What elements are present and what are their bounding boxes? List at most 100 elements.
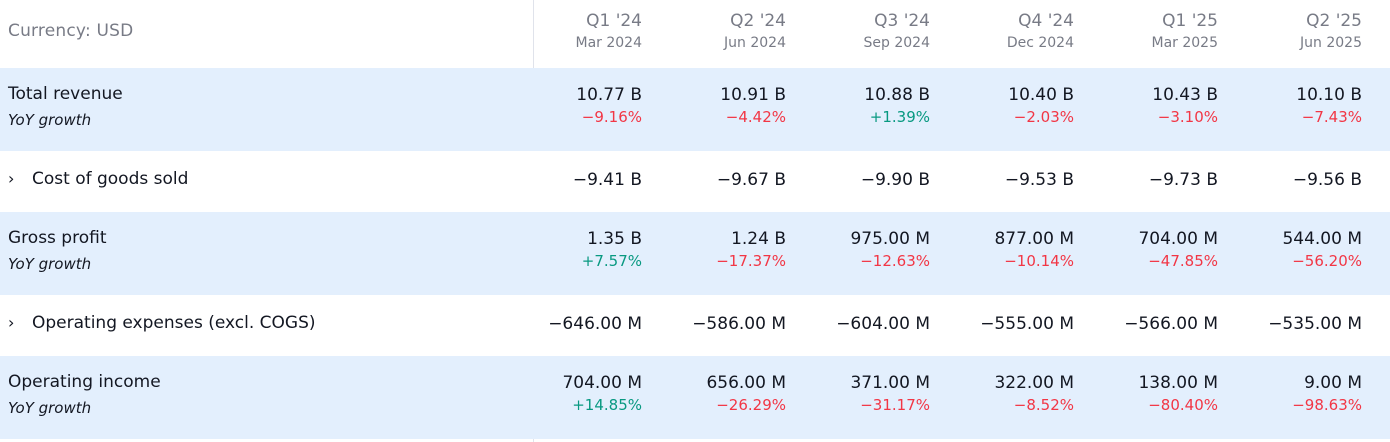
table-row[interactable]: › Operating expenses (excl. COGS) −646.00 … (0, 295, 1390, 356)
table-header: Currency: USD Q1 '24 Mar 2024 Q2 '24 Jun 20… (0, 0, 1390, 68)
yoy-growth-value: −7.43% (1301, 108, 1362, 126)
value-cell-text: 544.00 M −56.20% (1282, 228, 1362, 272)
value-cell-text: 704.00 M +14.85% (562, 372, 642, 416)
row-label: Total revenue (8, 84, 123, 104)
value-cell: 322.00 M −8.52% (947, 356, 1091, 439)
yoy-growth-value: +1.39% (869, 108, 930, 126)
value-cell: −9.90 B (803, 151, 947, 212)
metric-value: 10.91 B (720, 85, 786, 105)
metric-value: −586.00 M (692, 314, 786, 334)
row-label-cell: Operating income YoY growth (0, 356, 533, 439)
value-cell: 1.24 B −17.37% (659, 212, 803, 295)
value-cell-text: 10.43 B −3.10% (1152, 84, 1218, 128)
header-column: Q1 '25 Mar 2025 (1091, 0, 1235, 68)
value-cell: −586.00 M (659, 295, 803, 356)
value-cell-text: 322.00 M −8.52% (994, 372, 1074, 416)
value-cell-text: −535.00 M (1268, 313, 1362, 335)
row-label-cell: Total revenue YoY growth (0, 68, 533, 151)
value-cell: 10.77 B −9.16% (515, 68, 659, 151)
metric-value: 656.00 M (706, 373, 786, 393)
value-cell: 10.10 B −7.43% (1235, 68, 1379, 151)
yoy-growth-value: +14.85% (572, 396, 642, 414)
value-cell-text: −604.00 M (836, 313, 930, 335)
header-column-text: Q1 '25 Mar 2025 (1152, 10, 1219, 54)
expandable-row-label[interactable]: › Operating expenses (excl. COGS) (8, 313, 316, 333)
value-cell-text: 10.40 B −2.03% (1008, 84, 1074, 128)
yoy-growth-value: −47.85% (1148, 252, 1218, 270)
value-cell: −604.00 M (803, 295, 947, 356)
row-label-cell[interactable]: › Cost of goods sold (0, 151, 533, 212)
value-cell: 975.00 M −12.63% (803, 212, 947, 295)
row-label-cell[interactable]: › Operating expenses (excl. COGS) (0, 295, 533, 356)
value-cell: 1.35 B +7.57% (515, 212, 659, 295)
chevron-right-icon[interactable]: › (8, 169, 15, 188)
table-row: Operating income YoY growth 704.00 M +14.85… (0, 356, 1390, 439)
yoy-growth-value: −80.40% (1148, 396, 1218, 414)
yoy-growth-value: −31.17% (860, 396, 930, 414)
quarter-date: Jun 2024 (724, 35, 786, 51)
table-row[interactable]: › Cost of goods sold −9.41 B −9.67 B −9.90 B… (0, 151, 1390, 212)
header-column-text: Q1 '24 Mar 2024 (576, 10, 643, 54)
table-row: Gross profit YoY growth 1.35 B +7.57% 1.24 B… (0, 212, 1390, 295)
quarter-date: Sep 2024 (863, 35, 930, 51)
value-cell: −9.53 B (947, 151, 1091, 212)
metric-value: 544.00 M (1282, 229, 1362, 249)
metric-value: 10.43 B (1152, 85, 1218, 105)
value-cell-text: −586.00 M (692, 313, 786, 335)
value-cell-text: −9.73 B (1149, 169, 1218, 191)
metric-value: −535.00 M (1268, 314, 1362, 334)
row-label: Cost of goods sold (32, 169, 189, 189)
yoy-growth-value: −2.03% (1013, 108, 1074, 126)
metric-value: 10.10 B (1296, 85, 1362, 105)
yoy-growth-value: −3.10% (1157, 108, 1218, 126)
metric-value: 704.00 M (1138, 229, 1218, 249)
value-cell-text: 656.00 M −26.29% (706, 372, 786, 416)
metric-value: 975.00 M (850, 229, 930, 249)
value-cell: 704.00 M +14.85% (515, 356, 659, 439)
value-cell: 10.91 B −4.42% (659, 68, 803, 151)
value-cell: −535.00 M (1235, 295, 1379, 356)
value-cell-text: 704.00 M −47.85% (1138, 228, 1218, 272)
yoy-growth-value: −56.20% (1292, 252, 1362, 270)
quarter-date: Jun 2025 (1300, 35, 1362, 51)
expandable-row-label[interactable]: › Cost of goods sold (8, 169, 188, 189)
header-column: Q2 '24 Jun 2024 (659, 0, 803, 68)
metric-value: 10.88 B (864, 85, 930, 105)
yoy-growth-value: −4.42% (725, 108, 786, 126)
header-column-text: Q4 '24 Dec 2024 (1007, 10, 1074, 54)
chevron-right-icon[interactable]: › (8, 313, 15, 332)
quarter-date: Mar 2024 (575, 35, 643, 51)
metric-value: 138.00 M (1138, 373, 1218, 393)
metric-value: 1.35 B (587, 229, 642, 249)
metric-value: −9.67 B (716, 170, 786, 190)
metric-value: 1.24 B (731, 229, 786, 249)
quarter-label: Q1 '25 (1162, 11, 1218, 31)
row-sub-label: YoY growth (8, 399, 92, 417)
value-cell: −566.00 M (1091, 295, 1235, 356)
value-cell-text: −9.41 B (573, 169, 642, 191)
quarter-date: Dec 2024 (1006, 35, 1074, 51)
metric-value: −9.90 B (860, 170, 930, 190)
value-cell: 138.00 M −80.40% (1091, 356, 1235, 439)
row-sub-label: YoY growth (8, 111, 92, 129)
yoy-growth-value: −8.52% (1013, 396, 1074, 414)
yoy-growth-value: −10.14% (1004, 252, 1074, 270)
value-cell: 877.00 M −10.14% (947, 212, 1091, 295)
yoy-growth-value: −26.29% (716, 396, 786, 414)
metric-value: 371.00 M (850, 373, 930, 393)
value-cell: −9.73 B (1091, 151, 1235, 212)
value-cell-text: −9.90 B (861, 169, 930, 191)
value-cell: 10.43 B −3.10% (1091, 68, 1235, 151)
header-column-text: Q2 '24 Jun 2024 (724, 10, 786, 54)
yoy-growth-value: +7.57% (581, 252, 642, 270)
value-cell: 9.00 M −98.63% (1235, 356, 1379, 439)
yoy-growth-value: −9.16% (581, 108, 642, 126)
value-cell-text: −555.00 M (980, 313, 1074, 335)
value-cell: −9.56 B (1235, 151, 1379, 212)
value-cell: −646.00 M (515, 295, 659, 356)
header-column-text: Q3 '24 Sep 2024 (864, 10, 930, 54)
metric-value: −604.00 M (836, 314, 930, 334)
value-cell-text: 9.00 M −98.63% (1292, 372, 1362, 416)
value-cell: −555.00 M (947, 295, 1091, 356)
